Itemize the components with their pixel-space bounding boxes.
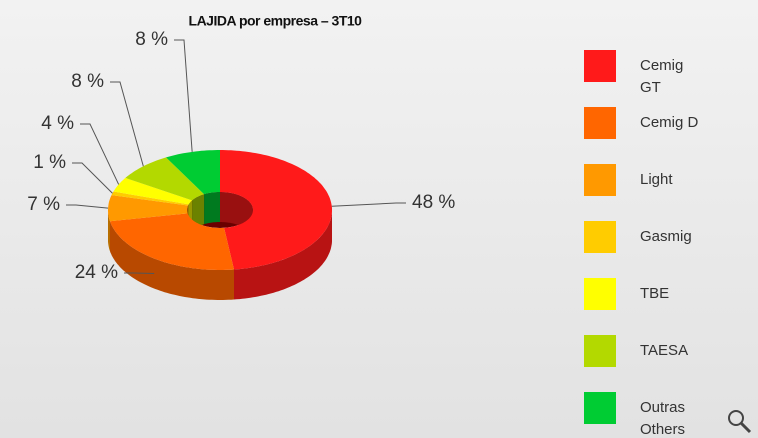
leader-line — [124, 272, 155, 275]
slice — [108, 195, 188, 222]
side-wall — [108, 210, 110, 252]
legend-swatch — [584, 335, 616, 367]
slice — [111, 191, 189, 206]
legend-swatch — [584, 107, 616, 139]
slice — [220, 150, 332, 270]
data-label: 1 % — [33, 152, 66, 173]
legend-swatch — [584, 278, 616, 310]
slice — [125, 157, 205, 201]
legend-label: TBE — [640, 285, 670, 302]
leader-line — [72, 162, 113, 194]
data-label: 8 % — [71, 71, 104, 92]
data-label: 24 % — [75, 262, 118, 283]
zoom-icon[interactable] — [728, 410, 752, 434]
inner-wall — [204, 192, 220, 225]
legend-label: TAESA — [640, 342, 689, 359]
inner-wall — [192, 194, 205, 231]
leader-line — [66, 204, 109, 209]
legend-swatch — [584, 164, 616, 196]
side-wall — [110, 221, 234, 300]
leader-line — [110, 81, 144, 167]
data-label: 48 % — [412, 192, 455, 213]
slice — [110, 213, 234, 270]
data-label: 8 % — [135, 29, 168, 50]
data-label: 7 % — [27, 194, 60, 215]
slice — [166, 150, 220, 195]
legend-swatch — [584, 221, 616, 253]
slice — [113, 177, 193, 205]
leader-line — [331, 202, 406, 207]
side-wall — [234, 210, 332, 300]
legend-swatch — [584, 392, 616, 424]
leader-line — [174, 39, 193, 152]
legend-label: Outras Others — [640, 399, 686, 438]
legend-label: Light — [640, 171, 673, 188]
data-label: 4 % — [41, 113, 74, 134]
chart-title: LAJIDA por empresa – 3T10 — [189, 13, 363, 29]
legend-label: Cemig GT — [640, 57, 684, 96]
leader-line — [80, 123, 120, 185]
legend-label: Cemig D — [640, 114, 699, 131]
legend-label: Gasmig — [640, 228, 692, 245]
legend-swatch — [584, 50, 616, 82]
